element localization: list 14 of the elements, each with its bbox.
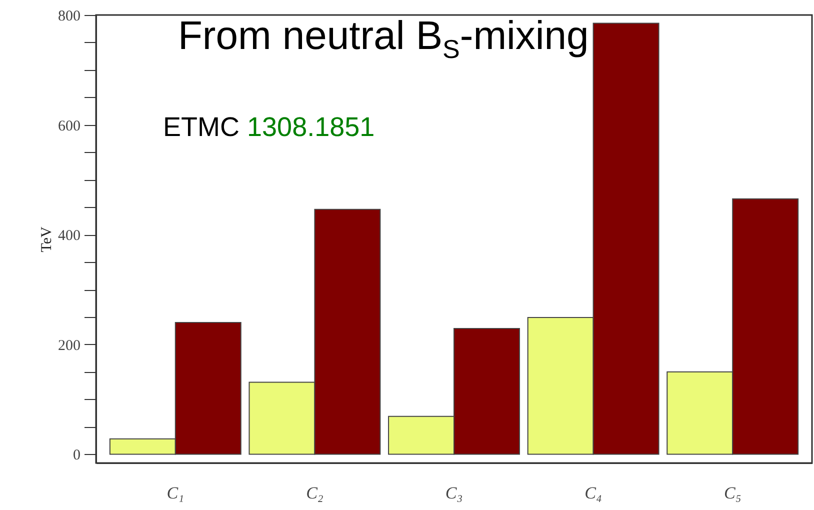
x-tick-label: C₃ xyxy=(445,484,463,502)
chart-title: From neutral B$_{S}$-mixing xyxy=(178,14,589,65)
x-tick-label: C₅ xyxy=(724,484,742,502)
annotation: 1308.1851 xyxy=(247,112,375,142)
y-tick-label: 0 xyxy=(73,448,80,464)
y-tick-label: 800 xyxy=(58,8,80,24)
x-tick-label: C₂ xyxy=(306,484,324,502)
y-tick-label: 200 xyxy=(58,338,80,354)
x-tick-label: C₁ xyxy=(166,484,184,502)
annotation: ETMC xyxy=(163,112,240,142)
y-axis-title: TeV xyxy=(39,226,55,252)
y-tick-label: 400 xyxy=(58,228,80,244)
y-tick-label: 600 xyxy=(58,118,80,134)
x-tick-label: C₄ xyxy=(584,484,602,502)
